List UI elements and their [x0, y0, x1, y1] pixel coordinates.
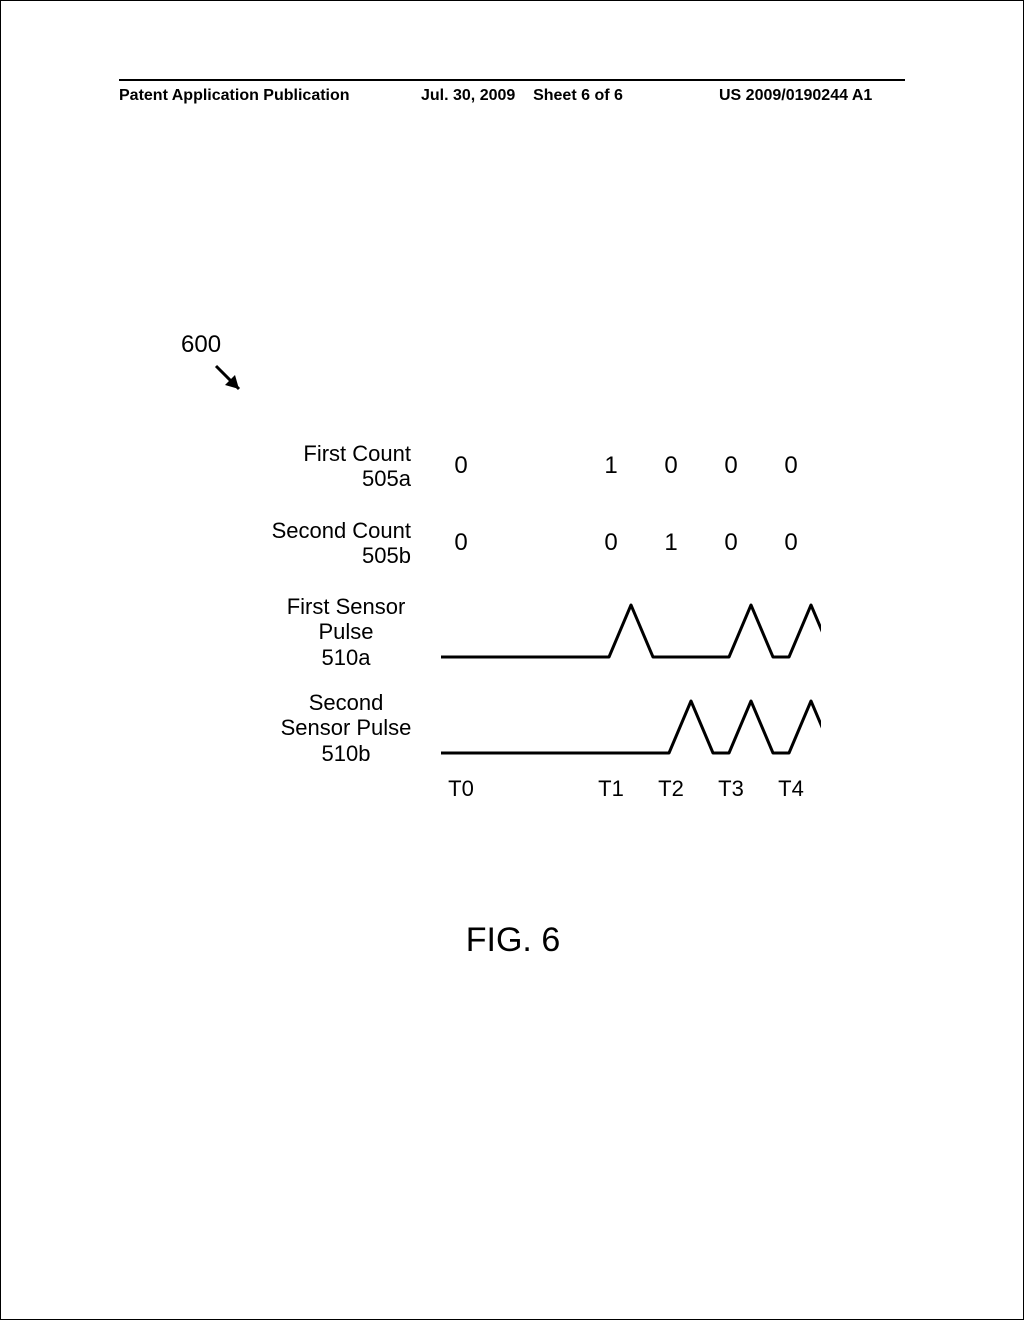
first-sensor-l3: 510a: [322, 645, 371, 670]
second-sensor-waveform: [441, 693, 821, 763]
second-count-v3: 0: [701, 529, 761, 557]
second-sensor-label: Second Sensor Pulse 510b: [261, 690, 441, 766]
first-count-values: 0 1 0 0 0: [431, 452, 821, 480]
first-count-v1: 1: [581, 452, 641, 480]
header-date: Jul. 30, 2009: [421, 87, 515, 104]
first-sensor-row: First Sensor Pulse 510a: [261, 594, 821, 670]
second-count-v1: 0: [581, 529, 641, 557]
first-count-label-sub: 505a: [261, 466, 411, 491]
second-count-v2: 1: [641, 529, 701, 557]
time-t4: T4: [761, 776, 821, 802]
second-sensor-row: Second Sensor Pulse 510b: [261, 690, 821, 766]
reference-arrow-icon: [211, 361, 251, 401]
first-count-label: First Count 505a: [261, 441, 431, 492]
second-sensor-l1: Second: [309, 690, 384, 715]
first-count-v0: 0: [431, 452, 491, 480]
page: Patent Application Publication Jul. 30, …: [0, 0, 1024, 1320]
first-count-v3: 0: [701, 452, 761, 480]
first-sensor-l2: Pulse: [318, 619, 373, 644]
first-count-label-main: First Count: [261, 441, 411, 466]
second-count-row: Second Count 505b 0 0 1 0 0: [261, 518, 821, 569]
time-t3: T3: [701, 776, 761, 802]
time-t2: T2: [641, 776, 701, 802]
time-t1: T1: [581, 776, 641, 802]
time-t0: T0: [431, 776, 491, 802]
second-count-label-sub: 505b: [261, 543, 411, 568]
header-right: US 2009/0190244 A1: [719, 87, 872, 105]
first-count-v2: 0: [641, 452, 701, 480]
header-mid: Jul. 30, 2009 Sheet 6 of 6: [421, 87, 623, 105]
first-count-row: First Count 505a 0 1 0 0 0: [261, 441, 821, 492]
header-rule: [119, 79, 905, 81]
figure-caption: FIG. 6: [1, 921, 1024, 960]
first-sensor-label: First Sensor Pulse 510a: [261, 594, 441, 670]
figure-reference-number: 600: [181, 331, 221, 359]
second-count-values: 0 0 1 0 0: [431, 529, 821, 557]
first-sensor-waveform: [441, 597, 821, 667]
second-count-label-main: Second Count: [261, 518, 411, 543]
time-axis-values: T0 T1 T2 T3 T4: [431, 776, 821, 802]
second-sensor-l2: Sensor Pulse: [281, 715, 412, 740]
second-count-label: Second Count 505b: [261, 518, 431, 569]
second-sensor-l3: 510b: [322, 741, 371, 766]
time-axis-row: T0 T1 T2 T3 T4: [261, 776, 821, 802]
first-sensor-l1: First Sensor: [287, 594, 406, 619]
second-count-v0: 0: [431, 529, 491, 557]
first-count-v4: 0: [761, 452, 821, 480]
header-left: Patent Application Publication: [119, 87, 350, 105]
header-sheet: Sheet 6 of 6: [533, 87, 623, 104]
timing-diagram: First Count 505a 0 1 0 0 0 Second Count …: [261, 441, 821, 802]
second-count-v4: 0: [761, 529, 821, 557]
